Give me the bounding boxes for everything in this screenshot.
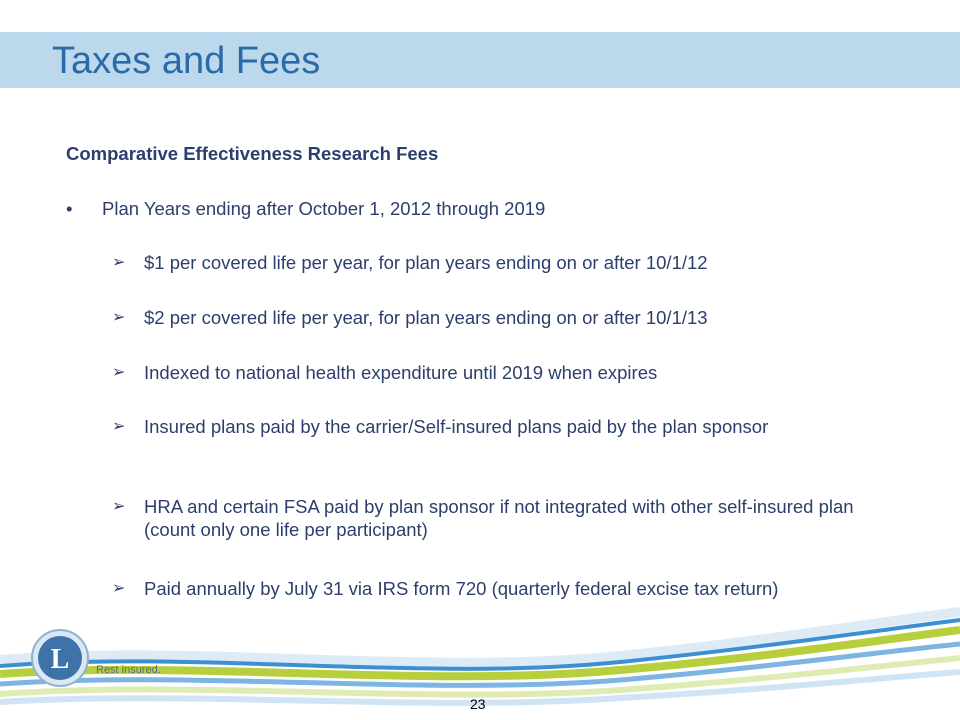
sub-item: ➢ Insured plans paid by the carrier/Self… [112,415,872,438]
bullet-text: Plan Years ending after October 1, 2012 … [102,198,546,219]
sub-item-text: $1 per covered life per year, for plan y… [144,252,708,273]
page-number: 23 [470,696,486,712]
title-bar [0,32,960,88]
sub-item-text: Paid annually by July 31 via IRS form 72… [144,578,779,599]
arrow-bullet-icon: ➢ [112,418,126,435]
slide-title: Taxes and Fees [52,40,321,82]
sub-item-text: HRA and certain FSA paid by plan sponsor… [144,496,854,540]
sub-item-text: Indexed to national health expenditure u… [144,362,658,383]
arrow-bullet-icon: ➢ [112,309,126,326]
sub-item: ➢ $1 per covered life per year, for plan… [112,251,872,274]
footer-wave-decoration [0,607,960,706]
sub-item: ➢ HRA and certain FSA paid by plan spons… [112,495,872,541]
bullet-dot: • [66,198,73,219]
arrow-bullet-icon: ➢ [112,364,126,381]
logo-letter: L [51,644,70,675]
company-logo: L [31,629,89,687]
sub-item: ➢ Indexed to national health expenditure… [112,361,872,384]
arrow-bullet-icon: ➢ [112,498,126,515]
tagline: Rest insured. [96,664,161,676]
section-heading: Comparative Effectiveness Research Fees [66,143,439,164]
sub-item: ➢ $2 per covered life per year, for plan… [112,306,872,329]
sub-item-text: Insured plans paid by the carrier/Self-i… [144,416,769,437]
arrow-bullet-icon: ➢ [112,580,126,597]
sub-item: ➢ Paid annually by July 31 via IRS form … [112,577,872,600]
sub-item-text: $2 per covered life per year, for plan y… [144,307,708,328]
arrow-bullet-icon: ➢ [112,254,126,271]
bullet-item: • Plan Years ending after October 1, 2012… [66,198,866,220]
